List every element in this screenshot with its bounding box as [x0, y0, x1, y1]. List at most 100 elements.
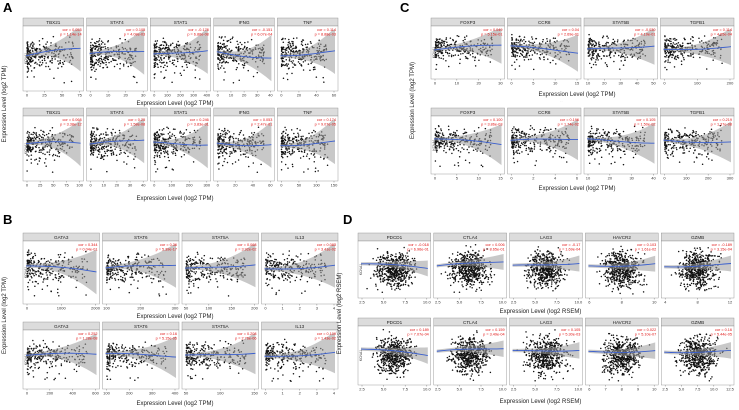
data-point [112, 261, 115, 263]
data-point [138, 362, 140, 365]
data-point [26, 63, 29, 66]
data-point [155, 144, 157, 147]
data-point [228, 131, 231, 133]
data-point [126, 367, 129, 369]
data-point [42, 269, 45, 271]
data-point [191, 263, 193, 266]
data-point [287, 136, 289, 138]
data-point [142, 346, 144, 348]
data-point [46, 371, 49, 374]
data-point [237, 49, 239, 51]
data-point [252, 75, 255, 78]
data-point [310, 62, 312, 65]
data-point [124, 273, 126, 275]
data-point [275, 263, 278, 265]
data-point [179, 130, 182, 133]
data-point [286, 65, 288, 67]
data-point [160, 144, 163, 147]
data-point [32, 147, 34, 150]
data-point [98, 46, 100, 48]
x-tick-label: 200 [126, 391, 133, 396]
data-point [75, 370, 78, 373]
data-point [35, 146, 37, 148]
data-point [93, 137, 95, 140]
data-point [204, 348, 207, 350]
data-point [179, 132, 181, 134]
data-point [91, 134, 94, 137]
data-point [106, 357, 109, 360]
data-point [229, 153, 232, 155]
data-point [217, 139, 219, 141]
data-point [37, 59, 40, 61]
data-point [32, 133, 34, 136]
data-point [27, 269, 30, 271]
data-point [222, 55, 225, 58]
data-point [41, 56, 43, 58]
data-point [286, 46, 289, 49]
data-point [172, 59, 174, 62]
data-point [247, 41, 249, 43]
data-point [111, 366, 114, 368]
data-point [290, 50, 293, 52]
data-point [291, 40, 293, 43]
data-point [154, 151, 157, 154]
data-point [30, 357, 32, 359]
data-point [294, 64, 297, 66]
data-point [270, 274, 273, 276]
data-point [32, 349, 34, 352]
data-point [31, 47, 33, 49]
data-point [291, 165, 294, 168]
data-point [221, 151, 224, 154]
x-tick-label: 30 [128, 183, 133, 188]
data-point [26, 154, 28, 156]
data-point [232, 60, 235, 62]
gene-name: STAT4 [110, 110, 124, 115]
data-point [187, 272, 190, 275]
data-point [120, 365, 122, 368]
data-point [175, 65, 177, 68]
data-point [33, 260, 35, 262]
data-point [154, 73, 156, 75]
data-point [38, 160, 41, 162]
data-point [90, 136, 92, 138]
data-point [45, 133, 48, 136]
data-point [201, 362, 204, 365]
data-point [153, 44, 156, 47]
data-point [167, 153, 169, 156]
x-tick-label: 2 [299, 306, 302, 311]
data-point [286, 78, 289, 81]
data-point [92, 55, 94, 58]
data-point [59, 62, 61, 65]
data-point [217, 156, 220, 159]
data-point [27, 130, 29, 133]
data-point [41, 288, 44, 291]
p-value: p = 3.38e-12 [60, 123, 81, 127]
data-point [198, 259, 201, 261]
data-point [194, 69, 196, 71]
data-point [114, 279, 117, 281]
data-point [124, 38, 127, 41]
data-point [185, 269, 188, 272]
data-point [122, 271, 125, 274]
data-point [185, 271, 188, 273]
data-point [153, 144, 156, 147]
data-point [219, 257, 221, 260]
data-point [276, 350, 278, 352]
data-point [107, 254, 110, 257]
data-point [52, 341, 54, 343]
data-point [54, 377, 56, 380]
data-point [45, 272, 47, 274]
data-point [94, 139, 96, 141]
data-point [218, 48, 221, 51]
data-point [197, 253, 199, 255]
correlation-value: cor = 0.083 [317, 243, 336, 247]
data-point [27, 275, 29, 278]
data-point [93, 147, 96, 150]
data-point [111, 355, 113, 358]
data-point [51, 59, 53, 61]
data-point [201, 348, 204, 351]
data-point [34, 364, 36, 366]
